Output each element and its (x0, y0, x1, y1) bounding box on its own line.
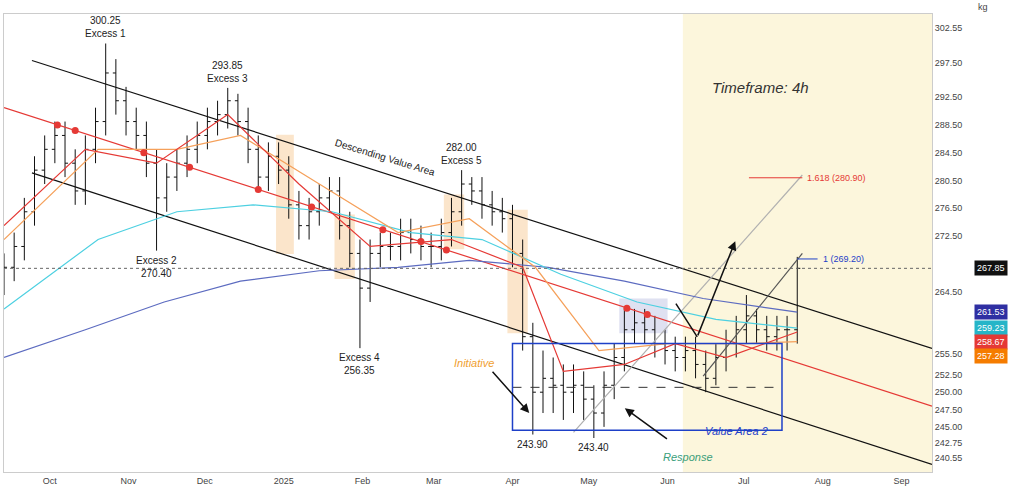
svg-text:293.85Excess 3: 293.85Excess 3 (207, 60, 248, 84)
svg-text:261.53: 261.53 (977, 307, 1005, 317)
svg-text:276.50: 276.50 (935, 203, 963, 213)
svg-text:272.50: 272.50 (935, 231, 963, 241)
svg-text:288.50: 288.50 (935, 120, 963, 130)
svg-text:Jul: Jul (738, 476, 750, 486)
svg-text:kg: kg (978, 2, 988, 12)
svg-text:Jun: Jun (660, 476, 675, 486)
svg-text:1.618 (280.90): 1.618 (280.90) (807, 173, 866, 183)
svg-text:245.00: 245.00 (935, 422, 963, 432)
svg-text:May: May (580, 476, 598, 486)
svg-text:243.40: 243.40 (578, 442, 609, 453)
svg-text:Feb: Feb (355, 476, 371, 486)
svg-text:Aug: Aug (815, 476, 831, 486)
svg-text:292.50: 292.50 (935, 92, 963, 102)
svg-text:Value Area 2: Value Area 2 (705, 425, 768, 437)
svg-text:247.50: 247.50 (935, 405, 963, 415)
svg-text:284.50: 284.50 (935, 148, 963, 158)
svg-text:Mar: Mar (426, 476, 442, 486)
svg-text:242.75: 242.75 (935, 438, 963, 448)
svg-text:259.23: 259.23 (977, 323, 1005, 333)
svg-text:Nov: Nov (121, 476, 138, 486)
svg-text:297.50: 297.50 (935, 58, 963, 68)
svg-text:Response: Response (663, 451, 713, 463)
svg-text:Excess 2270.40: Excess 2270.40 (136, 255, 177, 279)
svg-text:252.50: 252.50 (935, 370, 963, 380)
svg-text:Initiative: Initiative (454, 357, 494, 369)
svg-text:Sep: Sep (893, 476, 909, 486)
svg-text:2025: 2025 (274, 476, 294, 486)
svg-text:282.00Excess 5: 282.00Excess 5 (441, 142, 482, 166)
svg-text:Dec: Dec (197, 476, 214, 486)
svg-text:258.67: 258.67 (977, 337, 1005, 347)
svg-text:302.55: 302.55 (935, 23, 963, 33)
svg-text:Descending Value Area: Descending Value Area (334, 137, 437, 178)
svg-text:Apr: Apr (505, 476, 519, 486)
svg-text:1 (269.20): 1 (269.20) (823, 254, 864, 264)
svg-text:240.55: 240.55 (935, 453, 963, 463)
svg-text:267.85: 267.85 (977, 263, 1005, 273)
svg-text:264.50: 264.50 (935, 287, 963, 297)
svg-text:250.00: 250.00 (935, 387, 963, 397)
svg-text:Timeframe: 4h: Timeframe: 4h (712, 79, 809, 96)
svg-text:243.90: 243.90 (517, 439, 548, 450)
svg-text:255.50: 255.50 (935, 349, 963, 359)
svg-text:Oct: Oct (43, 476, 58, 486)
svg-text:Excess 4256.35: Excess 4256.35 (339, 352, 380, 376)
svg-text:300.25Excess 1: 300.25Excess 1 (85, 15, 126, 39)
svg-text:257.28: 257.28 (977, 351, 1005, 361)
svg-text:280.50: 280.50 (935, 176, 963, 186)
